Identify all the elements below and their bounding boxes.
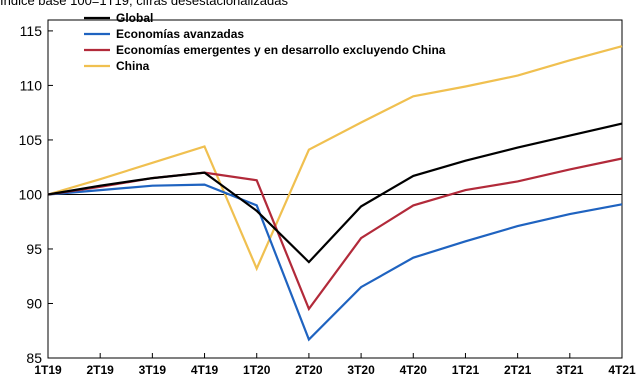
legend-label: Global: [116, 11, 153, 25]
chart-subtitle: Índice base 100=1T19; cifras desestacion…: [0, 0, 288, 8]
legend-label: Economías avanzadas: [116, 27, 244, 41]
x-tick-label: 4T21: [608, 363, 636, 376]
x-tick-label: 2T20: [295, 363, 323, 376]
y-tick-label: 85: [26, 350, 42, 366]
plot-area-frame: [47, 19, 623, 359]
x-tick-label: 3T19: [139, 363, 167, 376]
x-tick-label: 3T20: [347, 363, 375, 376]
x-tick-label: 1T21: [452, 363, 480, 376]
x-tick-label: 4T19: [191, 363, 219, 376]
x-tick-label: 3T21: [556, 363, 584, 376]
y-tick-label: 95: [26, 241, 42, 257]
legend-label: Economías emergentes y en desarrollo exc…: [116, 43, 446, 57]
series-line-0: [47, 122, 623, 264]
y-tick-label: 110: [20, 77, 43, 93]
legend-label: China: [116, 59, 150, 73]
series-line-1: [47, 183, 623, 342]
x-tick-label: 1T19: [34, 363, 62, 376]
y-tick-label: 115: [20, 23, 43, 39]
x-tick-label: 4T20: [400, 363, 428, 376]
x-tick-label: 2T21: [504, 363, 532, 376]
y-tick-label: 105: [19, 132, 43, 148]
y-tick-label: 90: [26, 295, 42, 311]
x-tick-label: 1T20: [243, 363, 271, 376]
x-tick-label: 2T19: [87, 363, 115, 376]
series-line-3: [47, 45, 623, 272]
y-tick-label: 100: [19, 186, 43, 202]
